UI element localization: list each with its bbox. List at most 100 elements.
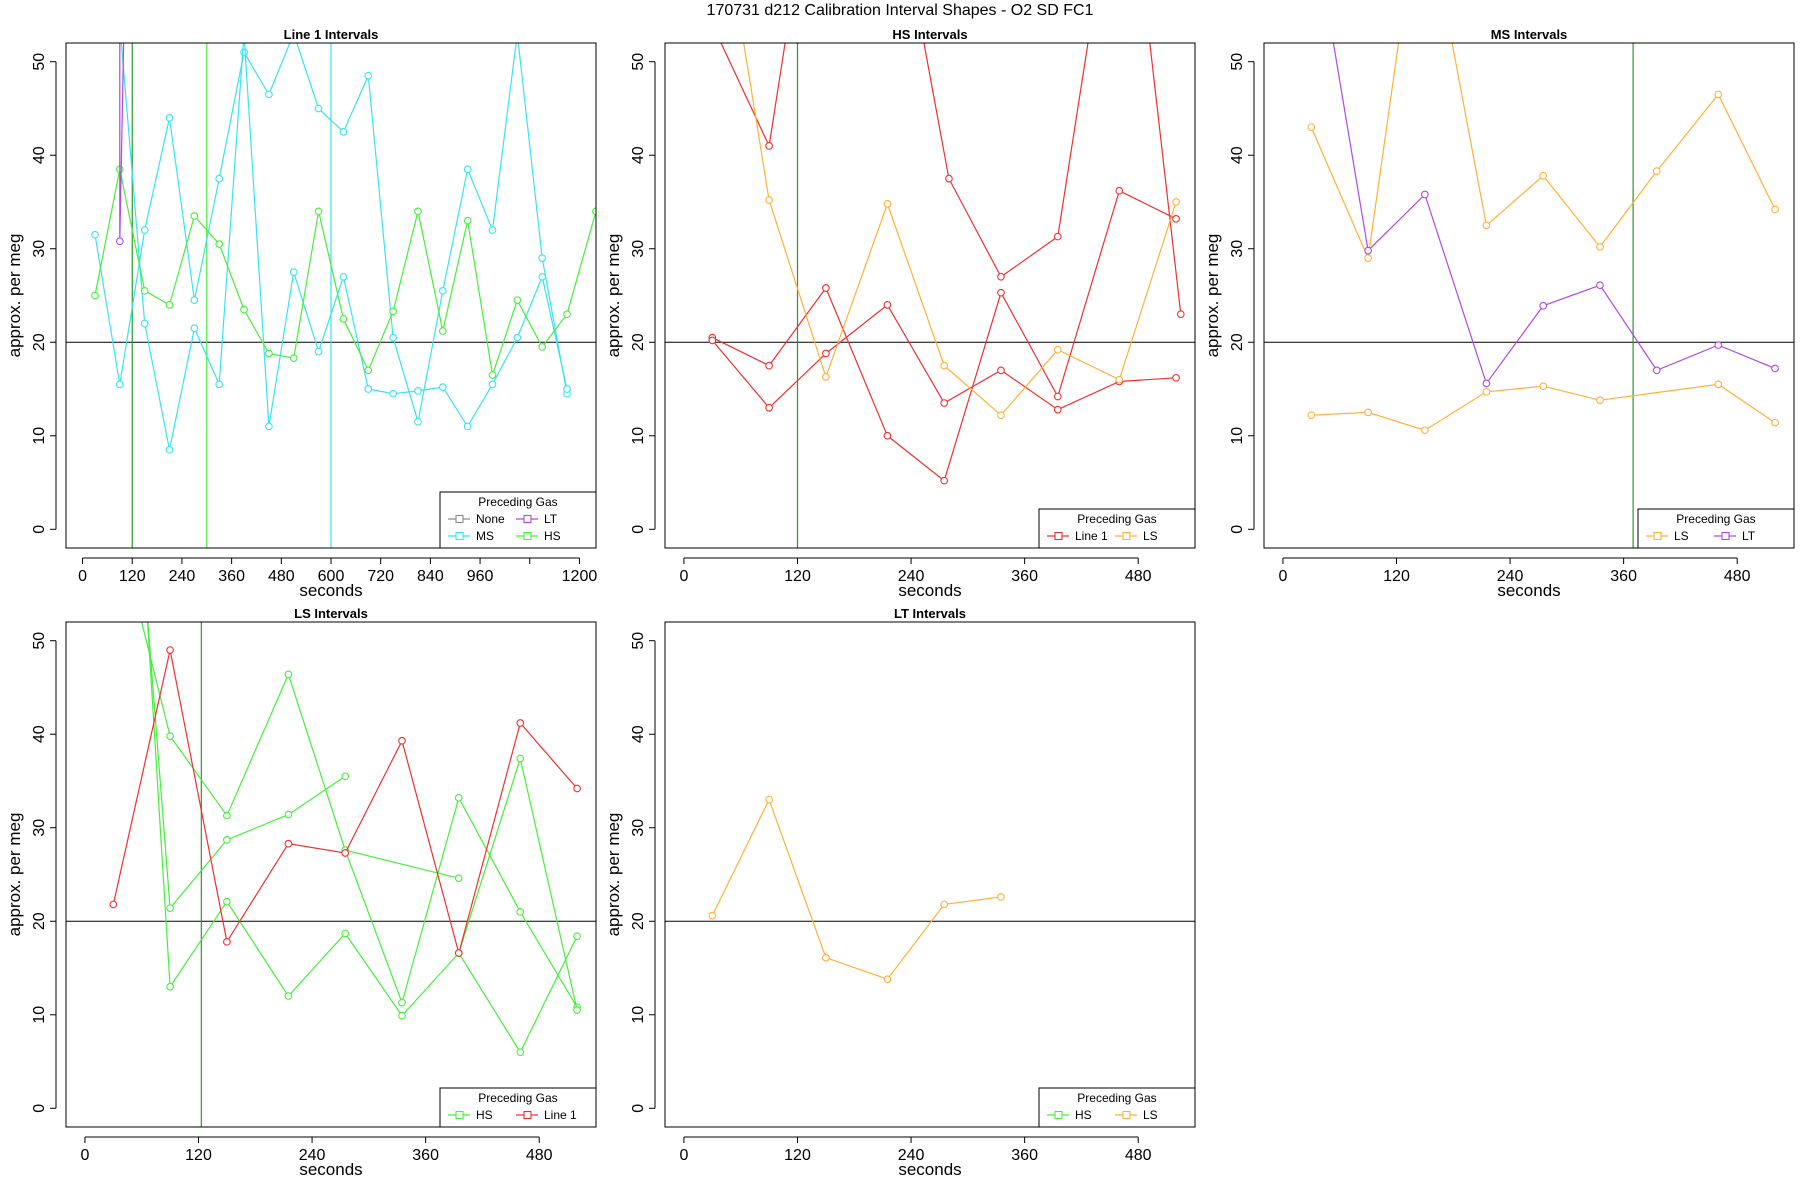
data-point	[563, 385, 571, 393]
data-point	[940, 361, 949, 370]
data-point	[1771, 205, 1779, 214]
data-point	[240, 305, 248, 314]
data-point	[1115, 375, 1124, 384]
y-tick-label: 30	[31, 240, 48, 258]
data-point	[708, 911, 717, 920]
data-point	[438, 383, 447, 391]
data-point	[414, 417, 422, 426]
y-tick-label: 40	[31, 146, 48, 164]
y-tick-label: 20	[31, 333, 48, 351]
data-point	[223, 897, 231, 906]
data-point	[1714, 341, 1723, 349]
y-tick-label: 0	[31, 525, 48, 534]
data-point	[1364, 246, 1372, 255]
data-point	[1053, 392, 1062, 401]
data-point	[1053, 345, 1062, 354]
data-point	[1421, 426, 1429, 435]
data-point	[1172, 198, 1180, 206]
chart-panel-4: LT Intervals seconds approx. per meg 0 120 24…	[604, 606, 1196, 1179]
data-point	[1364, 254, 1372, 262]
series-line-line-1	[711, 303, 1177, 411]
data-point	[265, 349, 273, 358]
data-point	[389, 389, 397, 398]
y-tick-label: 40	[630, 146, 647, 164]
y-tick-label: 30	[31, 819, 48, 837]
chart-panel-2: MS Intervals seconds approx. per meg 0 120 24…	[1203, 27, 1795, 600]
x-tick-label: 360	[1011, 568, 1038, 585]
data-point	[454, 874, 463, 883]
x-tick-label: 120	[784, 1147, 811, 1164]
legend-marker	[1054, 531, 1063, 541]
series-line-line-1	[1149, 43, 1182, 315]
legend-entry-label: None	[476, 512, 505, 526]
data-point	[765, 196, 773, 204]
legend-box	[1038, 508, 1196, 549]
chart-title: HS Intervals	[892, 27, 967, 42]
x-axis-label: seconds	[898, 1160, 961, 1179]
legend: Preceding Gas LS LT	[1637, 508, 1795, 549]
x-tick-label: 360	[1011, 1147, 1038, 1164]
legend-marker	[455, 1110, 464, 1120]
y-tick-label: 50	[1229, 53, 1246, 71]
data-point	[516, 754, 525, 763]
x-tick-label: 120	[185, 1147, 212, 1164]
series-line-hs	[345, 849, 459, 879]
x-tick-label: 360	[1610, 568, 1637, 585]
data-point	[140, 226, 149, 234]
data-point	[115, 380, 124, 389]
data-point	[883, 975, 892, 984]
x-tick-label: 120	[784, 568, 811, 585]
x-tick-label: 120	[1383, 568, 1410, 585]
y-tick-label: 30	[1229, 240, 1246, 258]
data-point	[1539, 301, 1548, 310]
data-point	[1176, 310, 1185, 319]
data-point	[822, 373, 830, 381]
legend-title: Preceding Gas	[1077, 1091, 1156, 1105]
data-point	[516, 719, 525, 727]
data-point	[822, 953, 830, 962]
data-point	[215, 174, 224, 183]
y-tick-label: 30	[630, 819, 647, 837]
data-point	[240, 48, 248, 57]
legend: Preceding Gas None LT MS HS	[439, 491, 597, 549]
data-point	[765, 361, 773, 370]
data-point	[364, 385, 373, 393]
y-tick-label: 20	[1229, 333, 1246, 351]
legend-title: Preceding Gas	[1077, 512, 1156, 526]
plot-area	[66, 43, 596, 548]
data-point	[538, 254, 547, 262]
data-point	[1771, 418, 1779, 427]
data-point	[398, 1011, 406, 1020]
data-point	[945, 174, 953, 183]
series-line-hs	[147, 622, 346, 910]
y-tick-label: 10	[31, 427, 48, 445]
x-tick-label: 0	[679, 568, 688, 585]
data-point	[314, 347, 323, 356]
data-point	[1053, 232, 1062, 241]
data-point	[997, 288, 1005, 297]
data-point	[165, 445, 174, 454]
data-point	[166, 904, 174, 913]
y-tick-label: 0	[630, 525, 647, 534]
data-point	[265, 90, 273, 99]
data-point	[573, 1006, 581, 1014]
x-tick-label: 0	[1278, 568, 1287, 585]
legend-marker	[1122, 531, 1131, 541]
series-line-lt	[1332, 43, 1776, 385]
data-point	[463, 216, 472, 225]
data-point	[284, 670, 293, 679]
legend-title: Preceding Gas	[478, 1091, 557, 1105]
data-point	[516, 1048, 525, 1057]
chart-title: MS Intervals	[1491, 27, 1568, 42]
data-point	[140, 286, 149, 295]
data-point	[109, 900, 118, 909]
data-point	[997, 893, 1005, 901]
series-line-ls	[711, 798, 1002, 980]
plot-area	[665, 795, 1195, 984]
data-point	[115, 237, 124, 246]
data-point	[215, 240, 224, 248]
series-line-hs	[146, 622, 578, 1017]
data-point	[1596, 396, 1604, 405]
legend-entry-label: MS	[476, 529, 494, 543]
y-tick-label: 0	[630, 1104, 647, 1113]
